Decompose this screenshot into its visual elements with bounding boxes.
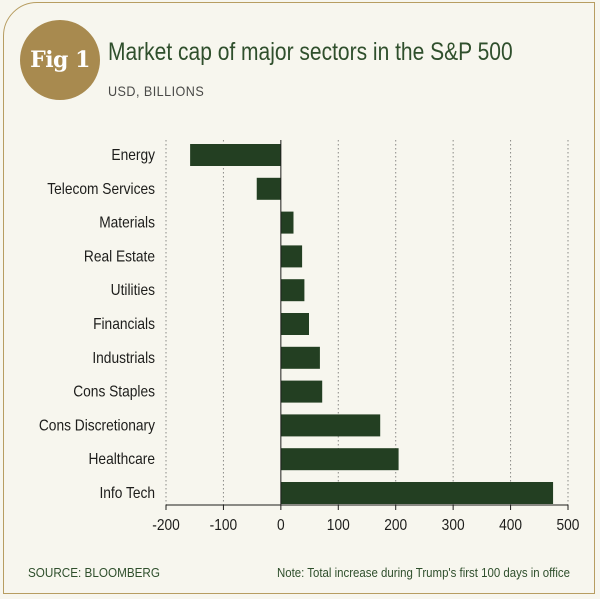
- category-label: Energy: [111, 146, 155, 164]
- bar-financials: [280, 313, 309, 335]
- category-label: Real Estate: [84, 247, 155, 265]
- source-text: SOURCE: BLOOMBERG: [28, 565, 160, 580]
- bar-industrials: [280, 346, 320, 369]
- bar-utilities: [280, 279, 305, 302]
- bar-energy: [190, 144, 281, 166]
- category-label: Utilities: [111, 281, 155, 299]
- category-label: Industrials: [92, 349, 155, 367]
- chart-title: Market cap of major sectors in the S&P 5…: [108, 38, 513, 66]
- chart-subtitle: USD, BILLIONS: [108, 83, 205, 99]
- x-tick-label: 400: [499, 516, 522, 534]
- bar-real-estate: [280, 245, 303, 268]
- bar-info-tech: [280, 482, 554, 504]
- bar-cons-discretionary: [280, 414, 381, 437]
- category-label: Cons Staples: [73, 383, 155, 401]
- x-tick-label: 300: [442, 516, 465, 534]
- x-tick-label: 100: [327, 516, 350, 534]
- x-tick-label: 500: [557, 516, 580, 534]
- category-label: Info Tech: [99, 484, 155, 502]
- x-tick-label: -200: [152, 516, 180, 534]
- category-label: Materials: [99, 214, 155, 232]
- note-text: Note: Total increase during Trump's firs…: [277, 565, 570, 580]
- bar-healthcare: [280, 448, 399, 471]
- figure-frame: [3, 2, 595, 594]
- bar-materials: [280, 211, 294, 234]
- category-label: Telecom Services: [47, 180, 155, 198]
- x-tick-label: 0: [277, 516, 285, 534]
- category-label: Financials: [93, 315, 155, 333]
- category-label: Cons Discretionary: [39, 416, 156, 434]
- x-tick-label: 200: [384, 516, 407, 534]
- figure-badge: Fig 1: [20, 20, 100, 100]
- bar-cons-staples: [280, 380, 323, 403]
- bar-telecom-services: [256, 177, 281, 200]
- x-tick-label: -100: [210, 516, 238, 534]
- category-label: Healthcare: [89, 450, 155, 468]
